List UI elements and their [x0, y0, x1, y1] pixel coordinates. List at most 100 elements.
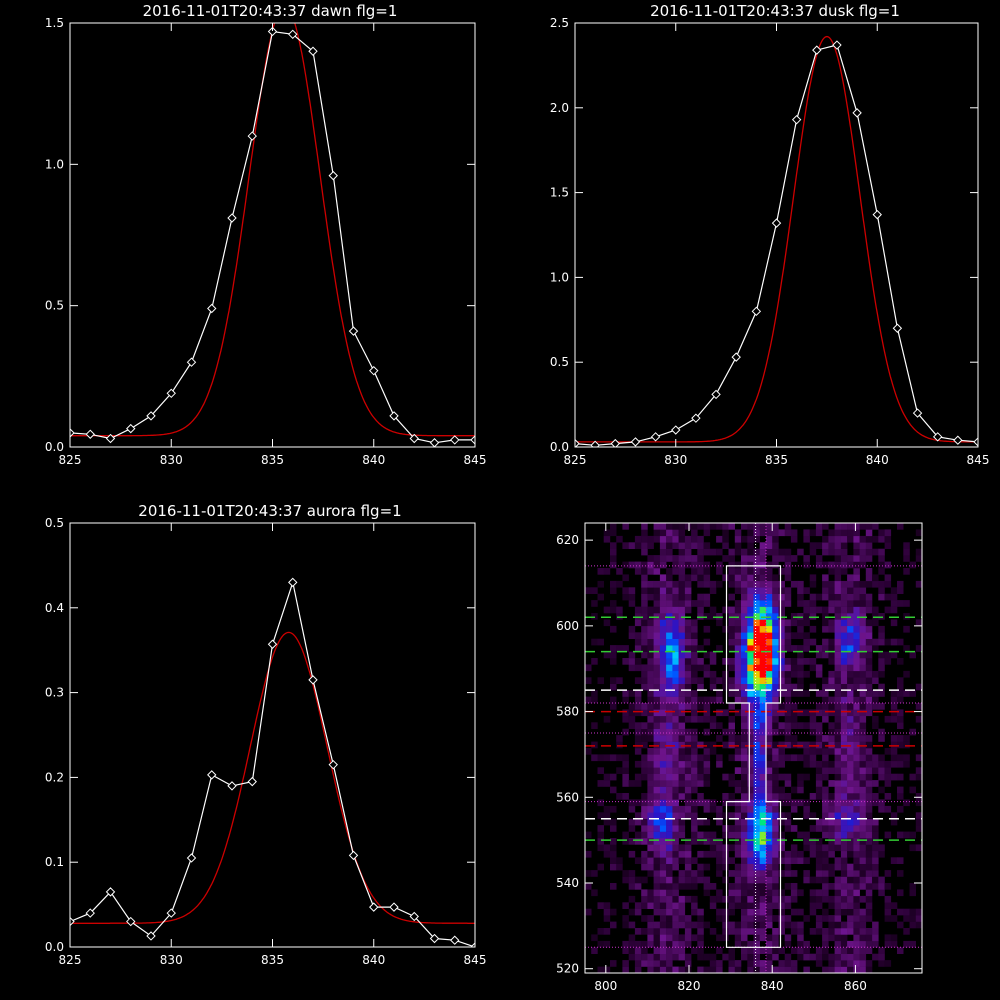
detector-pixel	[716, 960, 723, 967]
detector-pixel	[653, 690, 661, 697]
detector-pixel	[822, 889, 829, 897]
detector-pixel	[797, 799, 804, 807]
detector-pixel	[772, 587, 779, 594]
detector-pixel	[672, 523, 679, 530]
detector-pixel	[822, 908, 829, 916]
detector-pixel	[784, 857, 792, 864]
detector-pixel	[790, 658, 798, 665]
detector-pixel	[641, 638, 648, 646]
detector-pixel	[741, 940, 748, 948]
detector-pixel	[859, 748, 867, 755]
detector-pixel	[822, 870, 829, 877]
detector-pixel	[784, 799, 792, 807]
detector-pixel	[647, 696, 654, 704]
detector-pixel	[847, 606, 854, 614]
detector-pixel	[659, 690, 667, 697]
detector-pixel	[753, 703, 760, 710]
detector-pixel	[840, 760, 848, 768]
detector-pixel	[628, 561, 636, 569]
detector-pixel	[628, 805, 636, 813]
detector-pixel	[603, 966, 611, 974]
detector-pixel	[684, 748, 692, 755]
detector-pixel	[859, 703, 867, 710]
detector-pixel	[641, 850, 648, 858]
detector-pixel	[634, 876, 642, 884]
detector-pixel	[778, 870, 785, 877]
detector-pixel	[653, 587, 661, 594]
detector-pixel	[828, 619, 835, 627]
detector-pixel	[709, 748, 717, 755]
detector-pixel	[884, 870, 892, 877]
detector-pixel	[672, 600, 679, 607]
detector-pixel	[697, 921, 704, 929]
detector-pixel	[853, 895, 860, 903]
detector-pixel	[647, 805, 654, 813]
detector-pixel	[653, 883, 661, 890]
detector-pixel	[672, 793, 679, 800]
detector-pixel	[815, 889, 823, 897]
detector-pixel	[828, 735, 835, 742]
detector-pixel	[865, 670, 873, 678]
detector-pixel	[815, 818, 823, 826]
detector-pixel	[909, 844, 916, 852]
detector-pixel	[678, 953, 686, 961]
detector-pixel	[903, 690, 910, 697]
detector-pixel	[853, 812, 860, 819]
detector-pixel	[697, 838, 704, 845]
detector-pixel	[647, 664, 654, 672]
detector-pixel	[890, 619, 898, 627]
detector-pixel	[753, 696, 760, 704]
detector-pixel	[847, 870, 854, 877]
detector-pixel	[716, 895, 723, 903]
detector-pixel	[859, 619, 867, 627]
detector-pixel	[797, 683, 804, 691]
detector-pixel	[772, 690, 779, 697]
detector-pixel	[659, 921, 667, 929]
detector-pixel	[610, 658, 617, 665]
detector-pixel	[734, 664, 742, 672]
detector-pixel	[734, 870, 742, 877]
detector-pixel	[622, 940, 629, 948]
detector-pixel	[753, 593, 760, 601]
detector-pixel	[641, 651, 648, 659]
aurora-xtick-label: 840	[362, 953, 385, 967]
detector-pixel	[772, 625, 779, 633]
detector-pixel	[703, 638, 711, 646]
detector-pixel	[778, 793, 785, 800]
detector-pixel	[703, 883, 711, 890]
detector-pixel	[828, 600, 835, 607]
detector-pixel	[672, 580, 679, 588]
detector-pixel	[890, 709, 898, 717]
detector-pixel	[672, 645, 679, 652]
detector-pixel	[853, 838, 860, 845]
detector-pixel	[822, 831, 829, 839]
detector-pixel	[859, 844, 867, 852]
detector-pixel	[634, 857, 642, 864]
detector-pixel	[828, 953, 835, 961]
detector-pixel	[772, 722, 779, 729]
dusk-data-point	[892, 323, 903, 333]
detector-pixel	[840, 728, 848, 736]
detector-pixel	[834, 696, 842, 704]
detector-pixel	[741, 555, 748, 562]
detector-pixel	[734, 658, 742, 665]
dawn-xtick-label: 830	[160, 453, 183, 467]
detector-pixel	[734, 535, 742, 543]
detector-pixel	[803, 940, 810, 948]
detector-pixel	[847, 664, 854, 672]
detector-pixel	[878, 658, 885, 665]
detector-pixel	[722, 799, 729, 807]
detector-pixel	[684, 850, 692, 858]
detector-pixel	[859, 793, 867, 800]
detector-pixel	[666, 940, 673, 948]
detector-pixel	[597, 838, 604, 845]
detector-pixel	[872, 760, 879, 768]
detector-pixel	[766, 619, 773, 627]
detector-pixel	[815, 857, 823, 864]
detector-pixel	[672, 568, 679, 575]
detector-pixel	[815, 593, 823, 601]
detector-pixel	[603, 850, 611, 858]
aurora-data-point	[267, 639, 278, 649]
detector-pixel	[753, 915, 760, 922]
detector-pixel	[672, 883, 679, 890]
